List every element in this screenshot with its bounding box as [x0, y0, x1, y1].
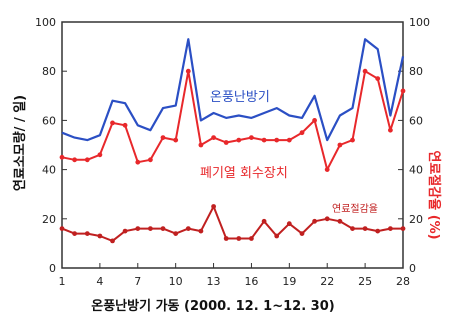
data-point-series-2	[249, 236, 254, 241]
data-point-series-1	[299, 130, 305, 136]
y-tick-label-right: 20	[409, 213, 423, 226]
x-tick-label: 25	[358, 275, 372, 288]
series-layer	[59, 38, 406, 244]
data-point-series-2	[135, 226, 141, 232]
data-point-series-2	[148, 226, 153, 232]
axes: 0 20 40 60 80 100 0 20 40 60 80 100 1 4 7 10 13 16 19 22 25 2…	[35, 16, 430, 288]
series-line-1	[61, 70, 404, 171]
y-axis-title-right: 연료절감율 (%)	[426, 150, 442, 239]
data-point-series-2	[312, 218, 317, 224]
x-tick-label: 16	[244, 275, 258, 288]
x-tick-label: 13	[207, 275, 221, 288]
data-point-series-1	[198, 142, 204, 148]
x-axis-title: 온풍난방기 가동 (2000. 12. 1~12. 30)	[91, 298, 334, 314]
x-tick-label: 1	[59, 275, 66, 288]
data-point-series-2	[211, 204, 217, 209]
data-point-series-1	[249, 135, 254, 141]
data-point-series-1	[337, 142, 343, 148]
data-point-series-1	[274, 137, 280, 143]
y-tick-label-right: 100	[409, 16, 430, 29]
data-point-series-2	[324, 216, 330, 222]
data-point-series-2	[185, 226, 191, 232]
data-point-series-2	[350, 226, 355, 232]
y-tick-label-left: 80	[42, 65, 56, 78]
data-point-series-1	[72, 157, 77, 163]
x-tick-label: 7	[134, 275, 141, 288]
data-point-series-1	[400, 88, 406, 94]
series-line-0	[61, 38, 405, 142]
data-point-series-1	[236, 137, 242, 143]
y-tick-label-right: 80	[409, 65, 423, 78]
data-point-series-1	[362, 68, 368, 74]
data-point-series-2	[97, 233, 103, 239]
data-point-series-2	[236, 236, 242, 241]
data-point-series-2	[274, 233, 280, 239]
data-point-series-2	[223, 236, 229, 241]
data-point-series-1	[324, 167, 330, 173]
data-point-series-2	[160, 226, 166, 232]
data-point-series-2	[84, 231, 90, 237]
x-tick-label: 28	[396, 275, 410, 288]
y-tick-label-right: 0	[409, 262, 416, 275]
y-tick-label-left: 100	[35, 16, 56, 29]
y-tick-label-left: 20	[42, 213, 56, 226]
y-tick-label-left: 0	[49, 262, 56, 275]
data-point-series-1	[135, 159, 141, 165]
data-point-series-1	[122, 122, 128, 128]
data-point-series-1	[261, 137, 267, 143]
data-point-series-1	[97, 152, 103, 158]
y-tick-label-left: 60	[42, 114, 56, 127]
y-tick-label-right: 60	[409, 114, 423, 127]
data-point-series-1	[375, 76, 381, 81]
data-point-series-2	[299, 231, 305, 237]
x-tick-label: 10	[169, 275, 183, 288]
data-point-series-2	[362, 226, 368, 232]
x-tick-label: 19	[282, 275, 296, 288]
x-tick-label: 22	[320, 275, 334, 288]
data-point-series-1	[173, 137, 179, 143]
series-label-saving: 연료절감율	[332, 202, 378, 215]
data-point-series-1	[286, 137, 292, 143]
data-point-series-1	[148, 157, 153, 163]
data-point-series-2	[286, 221, 292, 227]
data-point-series-1	[160, 135, 166, 141]
series-label-heater: 온풍난방기	[210, 90, 270, 105]
data-point-series-2	[261, 218, 267, 224]
y-tick-label-right: 40	[409, 164, 423, 177]
data-point-series-2	[388, 226, 393, 232]
data-point-series-1	[84, 157, 90, 163]
data-point-series-1	[110, 120, 115, 126]
data-point-series-2	[72, 231, 77, 237]
data-point-series-1	[211, 135, 217, 141]
x-tick-label: 4	[96, 275, 103, 288]
data-point-series-1	[223, 140, 229, 145]
data-point-series-1	[59, 154, 65, 160]
data-point-series-2	[110, 238, 115, 244]
series-label-recovery: 폐기열 회수장치	[200, 166, 288, 181]
series-line-2	[61, 205, 403, 242]
data-point-series-1	[312, 118, 317, 123]
data-point-series-2	[122, 228, 128, 234]
plot-frame	[61, 21, 404, 269]
data-point-series-2	[59, 226, 65, 232]
data-point-series-1	[185, 68, 191, 74]
data-point-series-2	[198, 228, 204, 234]
data-point-series-1	[350, 137, 355, 143]
data-point-series-1	[388, 127, 393, 133]
y-axis-title-left: 연료소모량/ / 일)	[13, 95, 28, 191]
data-point-series-2	[375, 228, 381, 234]
data-point-series-2	[337, 218, 343, 224]
data-point-series-2	[173, 231, 179, 237]
data-point-series-2	[400, 226, 406, 232]
y-tick-label-left: 40	[42, 164, 56, 177]
